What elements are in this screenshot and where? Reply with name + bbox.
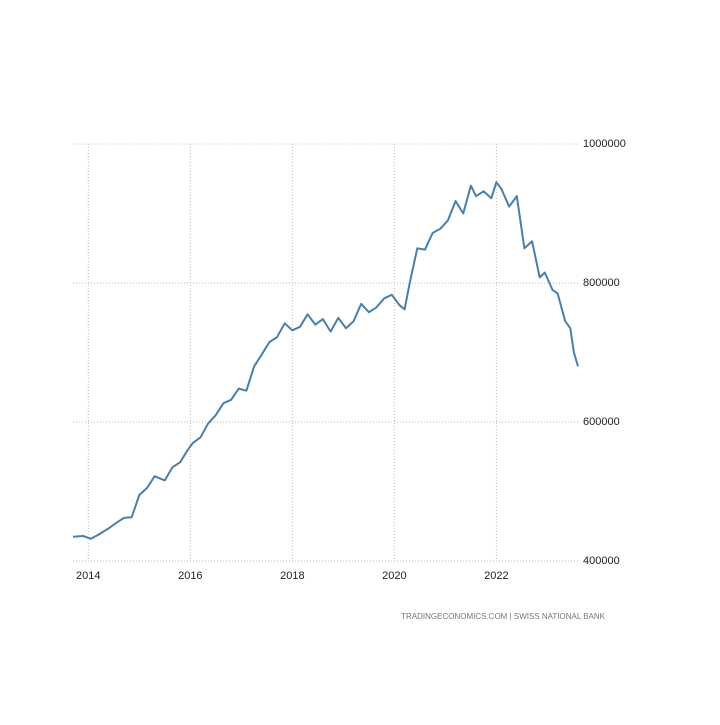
x-tick-label: 2014: [76, 570, 100, 582]
y-tick-label: 600000: [583, 416, 620, 428]
y-tick-label: 800000: [583, 277, 620, 289]
source: TRADINGECONOMICS.COM | SWISS NATIONAL BA…: [401, 612, 606, 621]
x-tick-label: 2020: [382, 570, 406, 582]
x-tick-label: 2022: [484, 570, 508, 582]
x-tick-label: 2018: [280, 570, 304, 582]
y-tick-label: 1000000: [583, 138, 626, 150]
x-tick-label: 2016: [178, 570, 202, 582]
y-tick-label: 400000: [583, 555, 620, 567]
line-series: [72, 181, 579, 540]
